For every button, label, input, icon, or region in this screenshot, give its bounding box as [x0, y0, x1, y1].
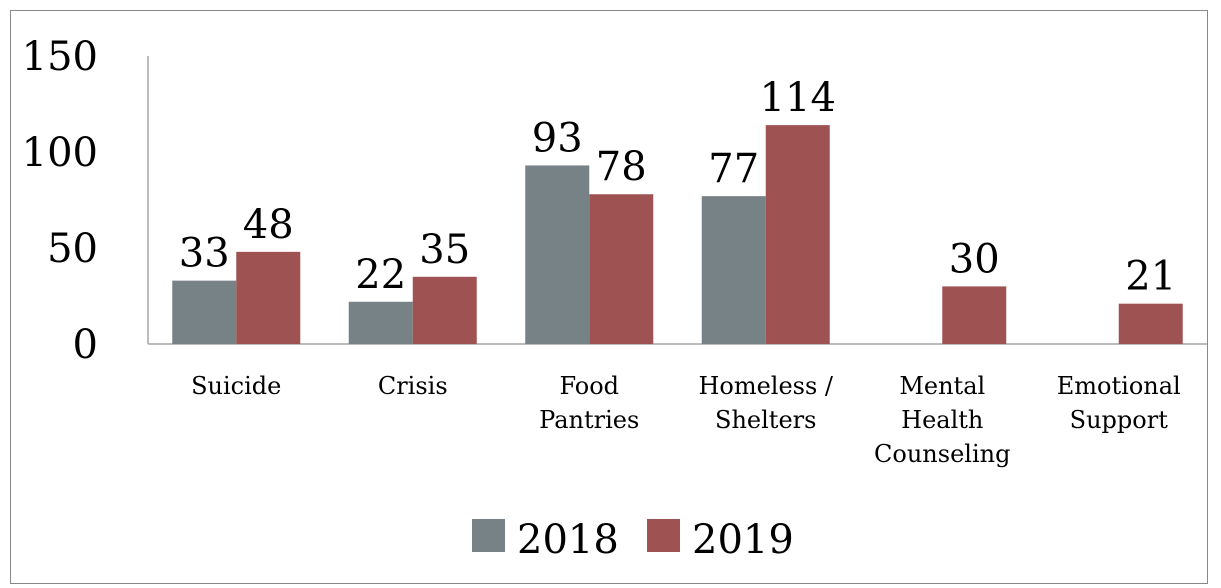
y-tick-label: 0	[73, 322, 98, 368]
bar	[589, 194, 654, 344]
data-label: 22	[355, 252, 406, 298]
x-tick-label: Crisis	[378, 372, 448, 400]
bar	[412, 276, 477, 344]
x-tick-label-line: Crisis	[378, 372, 448, 400]
data-label: 48	[243, 202, 294, 248]
x-tick-label-line: Pantries	[539, 406, 639, 434]
bar	[1118, 303, 1183, 344]
bar	[942, 286, 1007, 344]
x-tick-label-line: Health	[901, 406, 983, 434]
x-tick-label-line: Counseling	[874, 440, 1010, 468]
y-tick-label: 50	[47, 226, 98, 272]
data-label: 30	[949, 236, 1000, 282]
x-tick-label-line: Mental	[899, 372, 985, 400]
x-tick-label: Mental Health Counseling	[874, 372, 1010, 468]
x-tick-label: Food Pantries	[539, 372, 639, 434]
bar	[172, 280, 237, 344]
x-tick-label-line: Homeless /	[698, 372, 833, 400]
bar	[525, 165, 590, 344]
data-label: 77	[708, 146, 759, 192]
bar	[348, 301, 413, 344]
x-tick-label: Homeless / Shelters	[698, 372, 833, 434]
x-tick-label-line: Support	[1070, 406, 1169, 434]
data-label: 33	[179, 231, 230, 277]
legend-swatch	[647, 519, 680, 552]
legend-label: 2019	[692, 517, 794, 563]
bar	[701, 196, 766, 344]
x-tick-label-line: Food	[559, 372, 619, 400]
legend-label: 2018	[517, 517, 619, 563]
data-label: 78	[596, 144, 647, 190]
x-tick-label-line: Emotional	[1057, 372, 1181, 400]
x-tick-label: Emotional Support	[1057, 372, 1181, 434]
y-tick-label: 100	[22, 130, 98, 176]
data-label: 114	[760, 75, 836, 121]
bar	[765, 125, 830, 345]
data-label: 93	[532, 115, 583, 161]
legend-swatch	[472, 519, 505, 552]
bar	[236, 251, 301, 344]
y-tick-label: 150	[22, 34, 98, 80]
x-tick-label: Suicide	[191, 372, 281, 400]
data-label: 21	[1125, 254, 1176, 300]
x-tick-label-line: Shelters	[715, 406, 816, 434]
x-tick-label-line: Suicide	[191, 372, 281, 400]
data-label: 35	[419, 227, 470, 273]
